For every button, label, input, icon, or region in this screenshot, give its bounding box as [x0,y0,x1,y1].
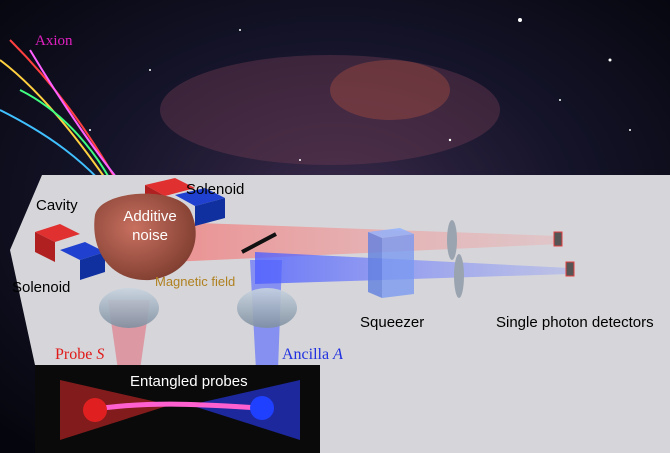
probe-label: Probe S [55,346,104,363]
cavity [94,193,196,281]
lens-probe [99,288,159,328]
solenoid-left [35,224,105,280]
solenoid-label: Solenoid [12,279,70,296]
probe-spot [83,398,107,422]
detector-red [553,231,563,247]
lens-detector-red [447,220,457,260]
ancilla-spot [250,396,274,420]
noise-label-line: Additive [123,208,176,225]
ancilla-label: Ancilla A [282,346,343,363]
ancilla-symbol: A [332,346,343,363]
squeezer-label: Squeezer [360,314,424,331]
mirror [241,232,277,254]
entangled-label: Entangled probes [130,373,248,390]
galaxy-core [330,60,450,120]
cavity-label: Cavity [36,197,78,214]
axion-label: Axion [35,33,73,49]
probe-text: Probe [55,346,92,363]
stars [89,18,631,161]
probe-cone [60,380,170,440]
lens-detector-blue [454,254,464,298]
detector-blue [565,261,575,277]
lens-ancilla [237,288,297,328]
entanglement [89,401,261,413]
squeezer-crystal [368,228,414,298]
detectors-label: Single photon detectors [496,314,654,331]
galaxy [160,55,500,165]
ancilla-cone [190,380,300,440]
probe-symbol: S [96,346,104,363]
probe-beam [170,222,560,262]
magnetic-field-label: Magnetic field [155,274,235,289]
ancilla-text: Ancilla [282,346,329,363]
solenoid-label: Solenoid [186,181,244,198]
noise-label-line: noise [132,227,168,244]
